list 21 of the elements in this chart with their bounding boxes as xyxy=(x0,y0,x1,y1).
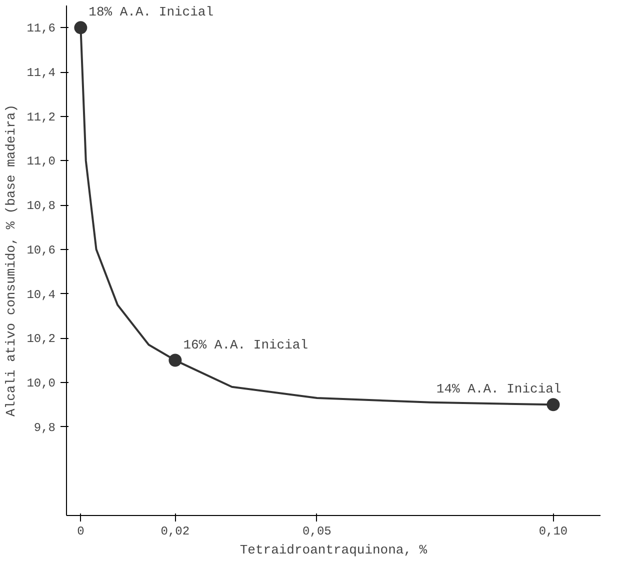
x-tick-label: 0,10 xyxy=(538,524,568,538)
x-tick-label: 0,02 xyxy=(160,524,190,538)
annotation: 16% A.A. Inicial xyxy=(183,337,308,352)
y-tick-label: 11,2 xyxy=(26,110,56,124)
y-tick-label: 11,0 xyxy=(26,154,56,169)
y-tick-label: 11,4 xyxy=(26,66,56,80)
annotation: 18% A.A. Inicial xyxy=(88,4,214,20)
y-tick-label: 10,8 xyxy=(26,199,56,214)
x-tick-label: 0 xyxy=(77,524,84,538)
y-axis-title: Alcali ativo consumido, % (base madeira) xyxy=(4,104,19,417)
y-tick-label: 10,0 xyxy=(26,376,56,390)
y-tick-label: 11,6 xyxy=(26,22,56,36)
y-tick-label: 10,2 xyxy=(26,332,56,346)
y-tick-label: 10,6 xyxy=(26,243,56,258)
point xyxy=(74,21,88,34)
y-tick-label: 10,4 xyxy=(26,288,56,302)
y-tick-label: 9,8 xyxy=(34,420,56,435)
annotation: 14% A.A. Inicial xyxy=(436,382,562,397)
x-tick-label: 0,05 xyxy=(302,524,332,538)
x-axis-title: Tetraidroantraquinona, % xyxy=(240,542,428,558)
point xyxy=(546,398,560,412)
